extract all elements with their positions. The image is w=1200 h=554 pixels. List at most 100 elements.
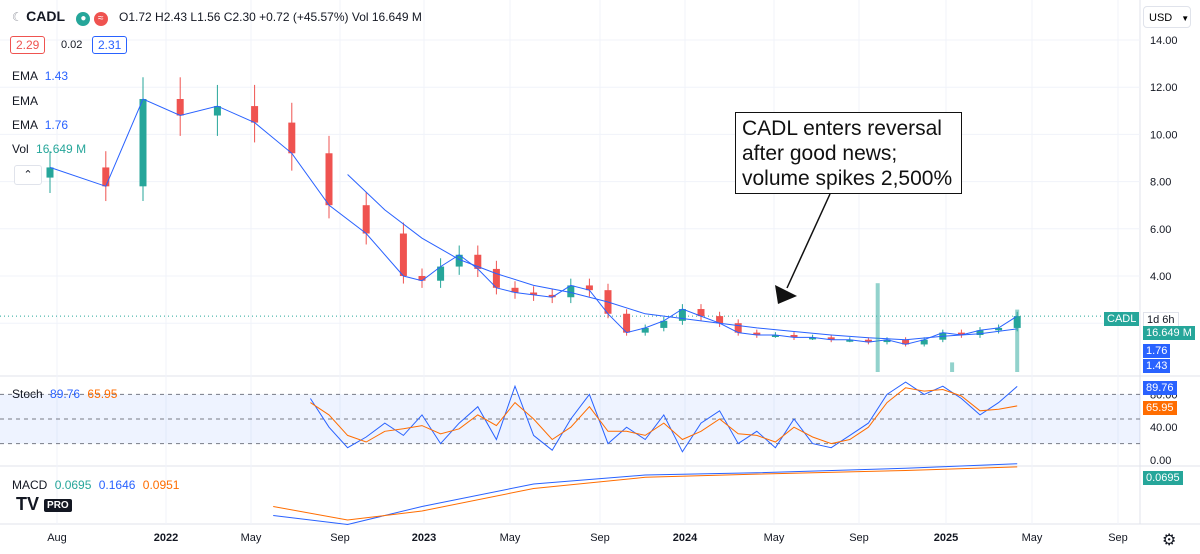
candle-body (288, 122, 296, 154)
ask-box[interactable]: 2.31 (92, 36, 128, 54)
ema-fast-line (49, 98, 1018, 345)
candle-body (976, 330, 984, 335)
candle-body (548, 294, 556, 298)
candle-body (102, 167, 110, 187)
candle-body (641, 327, 649, 333)
x-tick-label: Sep (1108, 532, 1128, 544)
x-tick-label: Sep (590, 532, 610, 544)
legend-ema3[interactable]: EMA 1.76 (12, 118, 68, 132)
x-tick-label: May (500, 532, 521, 544)
annotation-arrow-head (775, 285, 797, 304)
currency-selector[interactable]: USD ▼ (1143, 6, 1191, 28)
stoch-tick-label: 0.00 (1150, 455, 1171, 467)
x-tick-label: 2025 (934, 532, 958, 544)
x-tick-label: 2022 (154, 532, 178, 544)
symbol-name[interactable]: CADL (26, 8, 65, 24)
candle-body (790, 335, 798, 338)
annotation-callout: CADL enters reversal after good news; vo… (735, 112, 962, 194)
ema1-label: EMA (12, 69, 38, 83)
y-tick-label: 6.00 (1150, 224, 1171, 236)
x-tick-label: 2024 (673, 532, 698, 544)
candle-body (957, 332, 965, 335)
macd-tag: 0.0695 (1143, 471, 1183, 485)
x-tick-label: May (764, 532, 785, 544)
legend-vol[interactable]: Vol 16.649 M (12, 142, 86, 156)
volume-bar (1015, 309, 1020, 372)
eye-icon[interactable]: ● (76, 12, 91, 26)
candle-body (771, 335, 779, 337)
x-tick-label: May (1022, 532, 1043, 544)
ema1-value: 1.43 (44, 69, 69, 83)
x-tick-label: Sep (849, 532, 869, 544)
candle-body (455, 254, 463, 267)
stoch-k-line (309, 381, 1018, 453)
candle-body (567, 285, 575, 298)
annotation-line-2: after good news; (742, 142, 898, 165)
volume-bar (875, 283, 880, 372)
stoch-k-value: 89.76 (50, 387, 81, 401)
candle-body (399, 233, 407, 276)
candle-body (325, 153, 333, 206)
vol-value: 16.649 M (36, 142, 87, 156)
legend-ema1[interactable]: EMA 1.43 (12, 69, 68, 83)
legend-stoch[interactable]: Stoch 89.76 65.95 (12, 387, 117, 401)
macd-label: MACD (12, 478, 48, 492)
gear-icon[interactable]: ⚙ (1162, 532, 1177, 549)
candle-body (213, 106, 221, 116)
legend-macd[interactable]: MACD 0.0695 0.1646 0.0951 (12, 478, 179, 492)
candle-body (437, 266, 445, 281)
candle-body (995, 327, 1003, 331)
candle-body (46, 167, 54, 178)
candle-body (902, 339, 910, 345)
ema-slow-tag: 1.76 (1143, 344, 1171, 358)
countdown-tag: 1d 6h (1143, 312, 1179, 328)
candle-body (716, 316, 724, 324)
volume-bar (950, 362, 955, 372)
candle-body (753, 332, 761, 335)
wave-icon[interactable]: ≈ (93, 12, 108, 26)
candle-body (139, 99, 147, 187)
ema-slow-line (347, 174, 1018, 341)
symbol-icon: ☾ (12, 10, 23, 24)
candle-body (474, 254, 482, 269)
x-tick-label: Aug (47, 532, 67, 544)
candle-body (846, 339, 854, 342)
logo-pro-badge: PRO (44, 498, 72, 512)
macd-signal-line (273, 466, 1018, 521)
chevron-down-icon: ▼ (1181, 14, 1190, 23)
currency-label: USD (1149, 12, 1173, 24)
candle-body (734, 323, 742, 333)
x-tick-label: 2023 (412, 532, 436, 544)
candle-body (585, 285, 593, 291)
annotation-line-1: CADL enters reversal (742, 117, 942, 140)
candle-body (530, 292, 538, 295)
candle-body (697, 309, 705, 317)
stoch-d-line (310, 387, 1018, 445)
vol-label: Vol (12, 142, 29, 156)
legend-ema2[interactable]: EMA (12, 94, 38, 108)
tv-mark-icon: TV (16, 494, 40, 514)
ema-fast-tag: 1.43 (1143, 359, 1171, 373)
stoch-label: Stoch (12, 387, 43, 401)
candle-body (492, 268, 500, 288)
candle-body (176, 99, 184, 116)
volume-tag: 16.649 M (1143, 326, 1195, 340)
stoch-tick-label: 40.00 (1150, 422, 1178, 434)
y-tick-label: 8.00 (1150, 177, 1171, 189)
candle-body (511, 287, 519, 293)
ema3-label: EMA (12, 118, 38, 132)
candle-body (883, 339, 891, 343)
candle-body (827, 337, 835, 340)
stoch-d-value: 65.95 (87, 387, 118, 401)
candle-body (418, 276, 426, 281)
tradingview-logo: TV PRO (16, 494, 72, 515)
candle-body (660, 320, 668, 328)
y-tick-label: 12.00 (1150, 82, 1178, 94)
symbol-price-tag: CADL (1104, 312, 1140, 326)
spread-value: 0.02 (61, 39, 83, 51)
y-tick-label: 14.00 (1150, 35, 1178, 47)
bid-box[interactable]: 2.29 (10, 36, 46, 54)
macd-value-3: 0.0951 (142, 478, 180, 492)
collapse-legend-button[interactable]: ⌃ (14, 165, 42, 185)
